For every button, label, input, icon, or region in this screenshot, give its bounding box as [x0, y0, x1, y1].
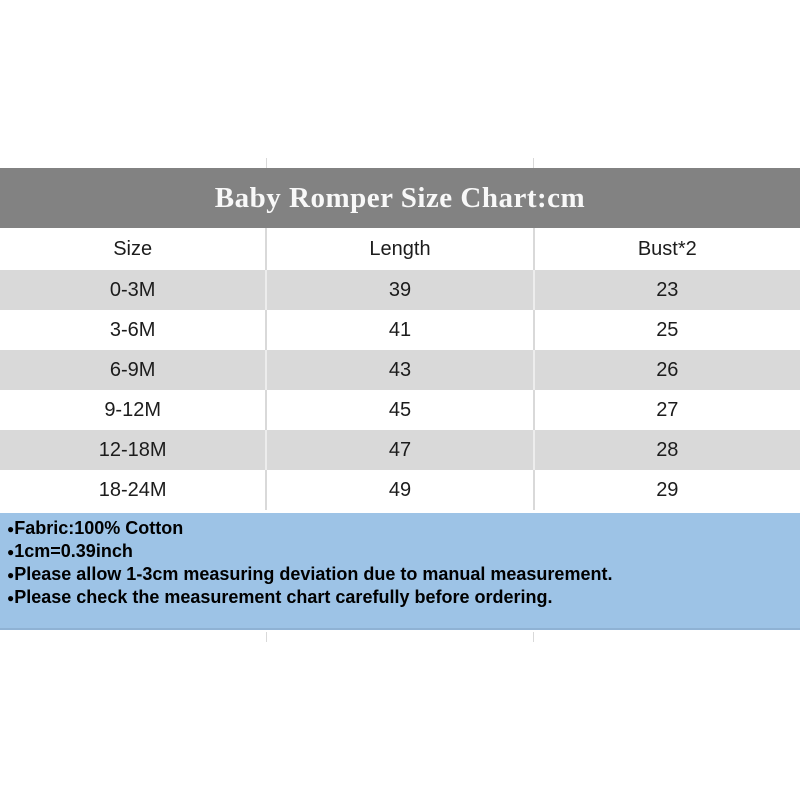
table-header-row: Size Length Bust*2 [0, 228, 800, 270]
chart-title: Baby Romper Size Chart:cm [214, 181, 586, 214]
gridline-tick [266, 632, 267, 642]
gridline-tick [533, 632, 534, 642]
bullet-icon: ● [7, 522, 15, 536]
note-line-conversion: ●1cm=0.39inch [7, 540, 794, 563]
note-line-deviation: ●Please allow 1-3cm measuring deviation … [7, 563, 794, 586]
length-cell: 41 [265, 310, 532, 350]
size-cell: 0-3M [109, 278, 156, 301]
bust-cell: 27 [532, 390, 800, 430]
length-cell: 43 [265, 350, 532, 390]
bust-cell: 29 [532, 470, 800, 510]
length-cell: 45 [265, 390, 532, 430]
bust-cell: 26 [532, 350, 800, 390]
size-table: Size Length Bust*2 0-3M 39 23 3-6M 41 25… [0, 228, 800, 510]
length-cell: 47 [265, 430, 532, 470]
table-row: 9-12M 45 27 [0, 390, 800, 430]
notes-panel: ●Fabric:100% Cotton ●1cm=0.39inch ●Pleas… [0, 513, 800, 630]
gridline-tick [533, 158, 534, 168]
column-header-size: Size [113, 237, 153, 260]
note-line-check: ●Please check the measurement chart care… [7, 586, 794, 609]
size-cell: 18-24M [98, 478, 167, 501]
note-line-fabric: ●Fabric:100% Cotton [7, 517, 794, 540]
chart-title-bar: Baby Romper Size Chart:cm [0, 168, 800, 228]
table-row: 18-24M 49 29 [0, 470, 800, 510]
table-row: 12-18M 47 28 [0, 430, 800, 470]
gridline-tick [266, 158, 267, 168]
bullet-icon: ● [7, 545, 15, 559]
size-cell: 12-18M [98, 438, 167, 461]
length-cell: 49 [265, 470, 532, 510]
size-cell: 3-6M [109, 318, 156, 341]
column-header-length: Length [265, 228, 532, 270]
bullet-icon: ● [7, 591, 15, 605]
note-text: Please check the measurement chart caref… [14, 587, 553, 607]
note-text: Please allow 1-3cm measuring deviation d… [14, 564, 613, 584]
size-cell: 6-9M [109, 358, 156, 381]
bust-cell: 25 [532, 310, 800, 350]
length-cell: 39 [265, 270, 532, 310]
note-text: Fabric:100% Cotton [14, 518, 184, 538]
note-text: 1cm=0.39inch [14, 541, 133, 561]
table-row: 0-3M 39 23 [0, 270, 800, 310]
table-row: 6-9M 43 26 [0, 350, 800, 390]
table-row: 3-6M 41 25 [0, 310, 800, 350]
bullet-icon: ● [7, 568, 15, 582]
bust-cell: 23 [532, 270, 800, 310]
size-cell: 9-12M [104, 398, 162, 421]
bust-cell: 28 [532, 430, 800, 470]
column-header-bust: Bust*2 [532, 228, 800, 270]
